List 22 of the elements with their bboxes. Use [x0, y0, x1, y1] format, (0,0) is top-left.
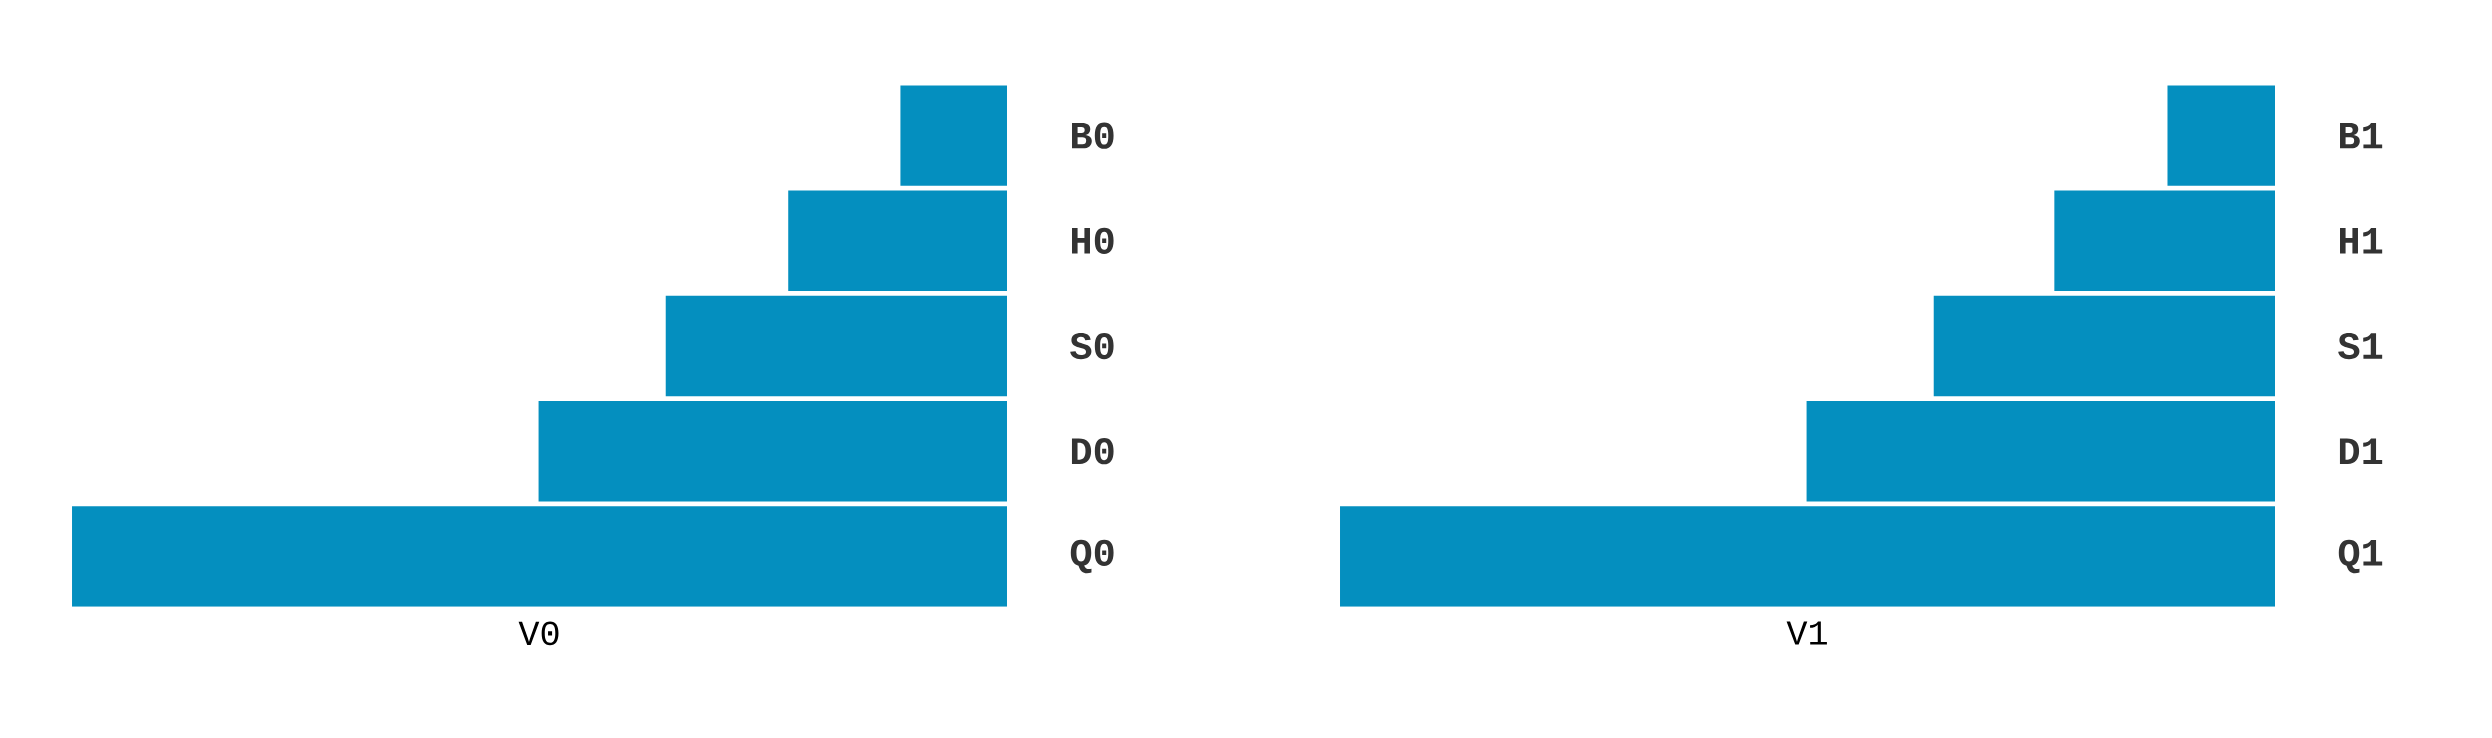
y-tick-label: B0: [1072, 122, 1114, 149]
x-axis-title: V0: [518, 621, 559, 646]
y-tick-label: S1: [2338, 332, 2383, 360]
y-tick-label: H1: [2340, 228, 2383, 254]
bar: [2054, 190, 2276, 292]
bar: [665, 295, 1008, 397]
x-axis-title: V1: [1786, 621, 1827, 645]
y-tick-label: Q0: [1070, 539, 1114, 574]
bar: [900, 85, 1008, 186]
bar: [1340, 506, 2276, 607]
bar: [2167, 85, 2276, 186]
y-tick-label: H0: [1072, 227, 1114, 254]
bar: [538, 400, 1008, 502]
bar: [72, 506, 1008, 607]
bar: [1806, 400, 2276, 502]
y-tick-label: S0: [1070, 332, 1114, 360]
bar: [1933, 295, 2276, 397]
bar: [788, 190, 1008, 292]
y-tick-label: D0: [1071, 438, 1114, 465]
y-tick-label: Q1: [2338, 539, 2383, 574]
y-tick-label: B1: [2340, 122, 2383, 149]
y-tick-label: D1: [2339, 438, 2383, 464]
